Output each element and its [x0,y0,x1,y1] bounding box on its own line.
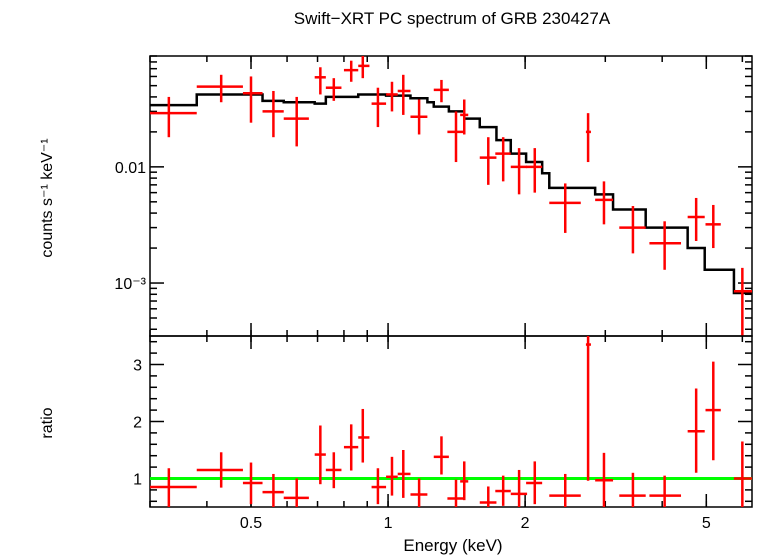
chart-title: Swift−XRT PC spectrum of GRB 230427A [294,9,611,28]
ratio-data-point [196,452,243,488]
spectrum-data-point [371,87,387,128]
ratio-data-point [526,461,543,505]
x-tick-label: 5 [702,515,711,532]
spectrum-data-point [386,81,398,112]
ratio-data-point [733,441,752,507]
spectrum-data-point [460,99,469,135]
bottom-y-tick-label: 2 [133,415,142,432]
spectrum-data-point [549,183,581,233]
ratio-data-point [549,473,581,507]
spectrum-data-point [526,148,543,193]
spectrum-data-point [358,56,370,79]
ratio-data-point [510,469,528,507]
top-y-tick-label: 10⁻³ [114,276,146,293]
spectrum-data-point [479,137,497,185]
spectrum-data-point [314,67,326,95]
ratio-data-point [410,478,428,507]
ratio-data-point [262,473,284,507]
ratio-data-point [447,479,465,507]
ratio-data-point [495,475,511,506]
ratio-data-point [433,436,449,475]
spectrum-data-point [447,111,465,163]
spectrum-data-point [495,137,511,182]
x-tick-label: 1 [384,515,393,532]
ratio-data-point [283,478,309,507]
spectrum-data-point [585,113,591,163]
spectrum-data-point [705,204,721,249]
ratio-data-point [314,425,326,485]
spectrum-data-point [283,96,309,147]
ratio-data-point [460,461,469,501]
top-y-tick-label: 0.01 [115,160,146,177]
spectrum-data-point [397,74,411,115]
spectrum-data-point [343,60,359,82]
ratio-data-point [479,486,497,507]
spectrum-data-point [262,90,284,138]
ratio-data-point [619,472,646,507]
spectrum-data-point [649,221,682,270]
ratio-data-point [397,450,411,498]
spectrum-data-point [733,267,752,336]
ratio-data-point [386,456,398,496]
x-tick-label: 0.5 [240,515,262,532]
x-axis-label: Energy (keV) [403,536,502,555]
bottom-y-tick-label: 1 [133,472,142,489]
ratio-data-point [687,388,705,473]
spectrum-data-point [410,99,428,135]
spectrum-data-point [242,76,263,123]
spectrum-data-point [619,206,646,254]
ratio-data-point [705,361,721,461]
ratio-data-point [242,462,263,505]
spectrum-data-point [150,96,197,138]
ratio-data-point [649,475,682,507]
spectrum-data-point [196,74,243,103]
spectrum-panel: 0.01 10⁻³ [114,55,753,337]
spectrum-data-point [325,78,342,101]
ratio-data-point [325,452,342,489]
ratio-data-point [343,424,359,471]
spectrum-data-point [510,148,528,195]
ratio-data-point [358,408,370,463]
spectrum-data-point [433,79,449,103]
bottom-y-tick-label: 3 [133,358,142,375]
model-step-line [150,93,752,295]
ratio-data-point [585,336,591,481]
ratio-data-point [150,468,197,507]
bottom-y-axis-label: ratio [39,407,56,438]
ratio-data-point [595,452,614,507]
ratio-panel: 0.5 1 2 5 1 2 3 [133,335,753,532]
x-tick-label: 2 [521,515,530,532]
spectrum-data-point [687,197,705,242]
top-y-axis-label: counts s⁻¹ keV⁻¹ [39,138,56,257]
ratio-data-point [371,468,387,505]
spectrum-data-point [595,181,614,225]
